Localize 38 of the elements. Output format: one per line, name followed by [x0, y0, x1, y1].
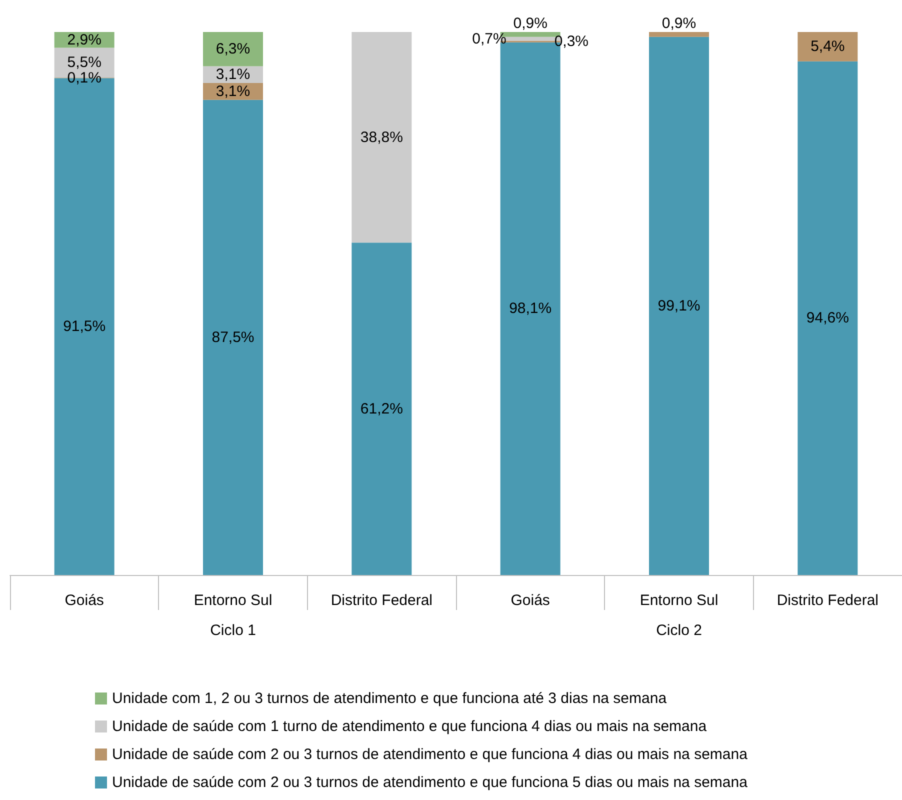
bar [203, 100, 263, 575]
bar [649, 36, 709, 575]
data-label: 0,3% [554, 33, 589, 50]
data-label: 3,1% [216, 82, 250, 100]
x-tick-label: Entorno Sul [194, 592, 272, 609]
data-label: 0,7% [472, 30, 506, 48]
data-label: 38,8% [360, 128, 403, 146]
bar [352, 242, 412, 575]
bar [352, 32, 412, 243]
legend-label: Unidade de saúde com 2 ou 3 turnos de atendimento e que funciona 4 dias ou mais na semana [112, 746, 748, 763]
data-label: 99,1% [658, 297, 700, 314]
data-label: 0,9% [662, 15, 696, 32]
data-label: 5,5% [67, 54, 102, 72]
bar [649, 32, 709, 37]
text: Ciclo 1 [210, 622, 256, 639]
data-label: 87,5% [212, 328, 254, 346]
bar [798, 61, 858, 575]
data-label: 2,9% [67, 31, 102, 48]
data-label: 6,3% [216, 40, 250, 58]
text: Ciclo 2 [656, 622, 702, 639]
data-label: 5,4% [810, 38, 845, 56]
bar [798, 32, 858, 62]
data-label: 0,1% [67, 69, 102, 86]
x-tick-label: Distrito Federal [330, 592, 433, 609]
legend-label: Unidade com 1, 2 ou 3 turnos de atendimento e que funciona até 3 dias na semana [112, 690, 668, 707]
x-tick-label: Goiás [64, 592, 104, 609]
bar [203, 32, 263, 66]
legend-label: Unidade de saúde com 1 turno de atendimento e que funciona 4 dias ou mais na semana [112, 718, 708, 735]
data-label: 61,2% [360, 400, 403, 418]
x-tick-label: Entorno Sul [640, 592, 718, 609]
legend-label: Unidade de saúde com 2 ou 3 turnos de atendimento e que funciona 5 dias ou mais na semana [112, 774, 748, 791]
x-tick-label: Distrito Federal [776, 592, 879, 609]
data-label: 0,9% [513, 15, 548, 32]
data-label: 98,1% [509, 300, 552, 318]
data-label: 91,5% [63, 318, 106, 336]
x-tick-label: Goiás [510, 592, 550, 609]
data-label: 3,1% [216, 66, 250, 84]
data-label: 94,6% [806, 310, 849, 327]
